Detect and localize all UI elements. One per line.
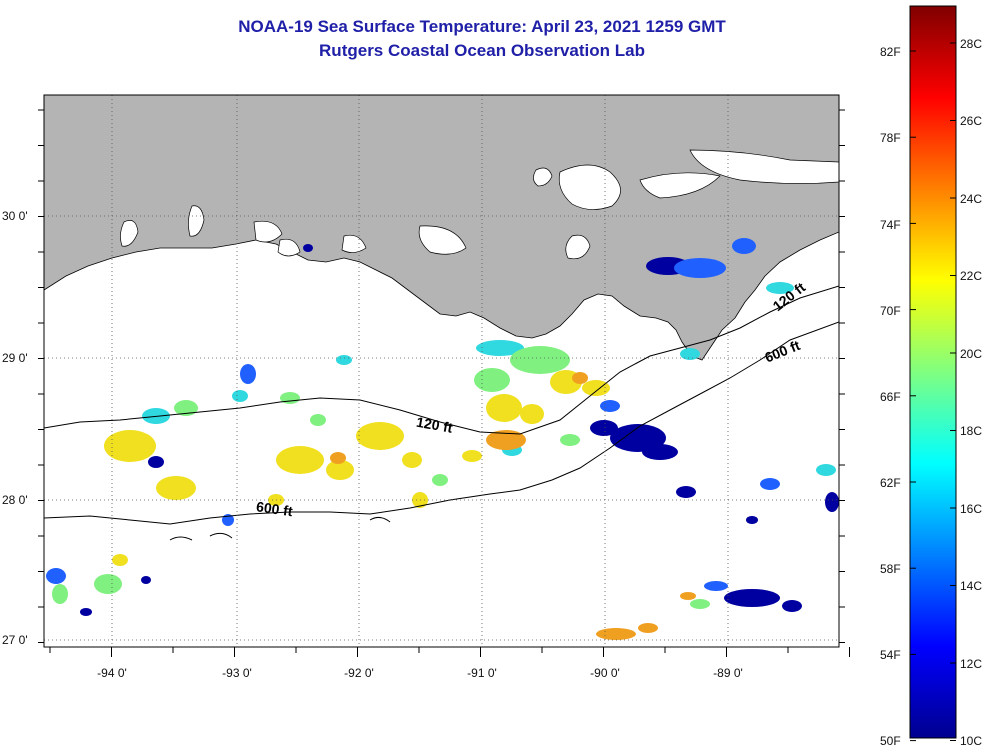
cb-c-16: 16C bbox=[960, 502, 982, 516]
longitude-labels: -94 0' -93 0' -92 0' -91 0' -90 0' -89 0… bbox=[97, 666, 743, 680]
latitude-labels: 30 0' 29 0' 28 0' 27 0' bbox=[2, 209, 28, 647]
lake-borgne bbox=[639, 172, 721, 199]
lon-label-90: -90 0' bbox=[590, 666, 620, 680]
cb-f-82: 82F bbox=[880, 45, 901, 59]
colorbar-ticks bbox=[910, 42, 956, 742]
lon-label-89: -89 0' bbox=[713, 666, 743, 680]
lon-label-93: -93 0' bbox=[222, 666, 252, 680]
lat-label-28: 28 0' bbox=[2, 493, 28, 507]
lat-label-30: 30 0' bbox=[2, 209, 28, 223]
calcasieu-lake bbox=[120, 220, 139, 247]
cb-c-24: 24C bbox=[960, 192, 982, 206]
plot-frame bbox=[43, 94, 840, 648]
contour-120ft bbox=[44, 285, 839, 435]
sst-green-patches bbox=[52, 346, 710, 609]
sst-cold-patches bbox=[80, 244, 839, 616]
cb-c-18: 18C bbox=[960, 424, 982, 438]
sst-orange-patches bbox=[330, 372, 696, 640]
lake-pontchartrain bbox=[558, 164, 621, 210]
vermilion-bay bbox=[277, 238, 301, 257]
cb-c-26: 26C bbox=[960, 114, 982, 128]
grand-lake bbox=[188, 205, 205, 237]
sst-data-layer bbox=[46, 238, 839, 640]
cb-c-20: 20C bbox=[960, 347, 982, 361]
cb-c-22: 22C bbox=[960, 269, 982, 283]
lake-salvador bbox=[565, 234, 591, 260]
lake-maurepas bbox=[533, 167, 553, 187]
map-title: NOAA-19 Sea Surface Temperature: April 2… bbox=[238, 17, 726, 36]
cb-f-78: 78F bbox=[880, 131, 901, 145]
cb-f-50: 50F bbox=[880, 734, 901, 748]
contour-600ft bbox=[44, 321, 839, 525]
mississippi-sound bbox=[689, 149, 839, 184]
lake-coastal-2 bbox=[341, 234, 367, 253]
contour-label-600-west: 600 ft bbox=[255, 498, 294, 519]
lat-label-29: 29 0' bbox=[2, 351, 28, 365]
colorbar bbox=[909, 5, 957, 739]
map-subtitle: Rutgers Coastal Ocean Observation Lab bbox=[319, 41, 645, 60]
lon-label-91: -91 0' bbox=[467, 666, 497, 680]
sst-teal-patches bbox=[142, 282, 836, 476]
graticule bbox=[44, 95, 839, 647]
cb-c-14: 14C bbox=[960, 579, 982, 593]
cb-f-62: 62F bbox=[880, 476, 901, 490]
cb-f-66: 66F bbox=[880, 390, 901, 404]
colorbar-fahrenheit-labels: 82F 78F 74F 70F 66F 62F 58F 54F 50F bbox=[880, 45, 901, 748]
cb-c-12: 12C bbox=[960, 657, 982, 671]
colorbar-celsius-labels: 28C 26C 24C 22C 20C 18C 16C 14C 12C 10C bbox=[960, 37, 982, 748]
lat-label-27: 27 0' bbox=[2, 633, 28, 647]
cb-c-28: 28C bbox=[960, 37, 982, 51]
lon-label-94: -94 0' bbox=[97, 666, 127, 680]
white-lake bbox=[253, 220, 283, 243]
cb-c-10: 10C bbox=[960, 734, 982, 748]
cb-f-54: 54F bbox=[880, 648, 901, 662]
frame-ticks bbox=[38, 109, 850, 657]
contour-600ft-islands bbox=[169, 516, 391, 541]
cb-f-74: 74F bbox=[880, 218, 901, 232]
cb-f-70: 70F bbox=[880, 304, 901, 318]
lake-coastal-1 bbox=[418, 225, 467, 255]
contour-label-120-west: 120 ft bbox=[415, 414, 454, 436]
sst-cool-patches bbox=[46, 238, 780, 591]
sst-yellow-patches bbox=[104, 370, 610, 566]
lon-label-92: -92 0' bbox=[344, 666, 374, 680]
bathymetry-contours bbox=[44, 285, 839, 541]
cb-f-58: 58F bbox=[880, 562, 901, 576]
